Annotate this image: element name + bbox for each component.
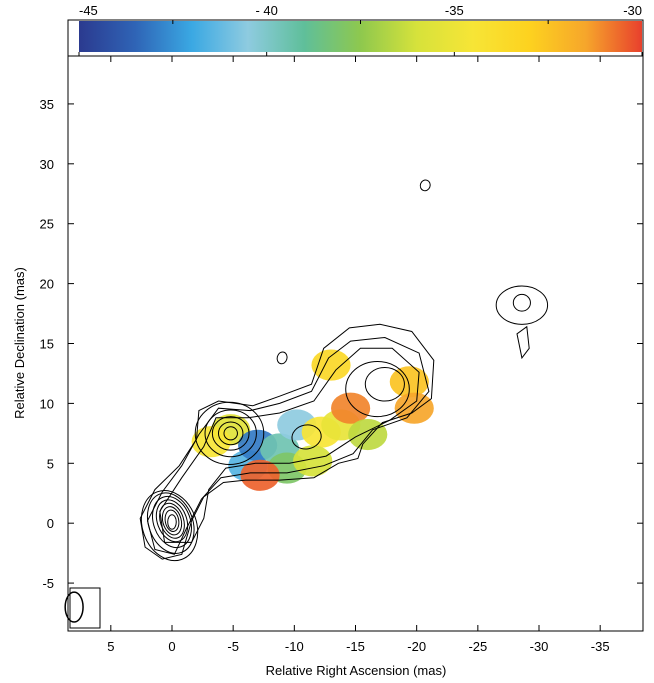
- beam-box: [64, 587, 101, 629]
- isolated-blob-contour: [495, 285, 549, 325]
- core-contour: [164, 509, 180, 532]
- y-tick-label: 5: [47, 456, 54, 471]
- core-contour: [159, 502, 185, 539]
- rm-patch: [394, 392, 434, 424]
- core-contour: [161, 506, 183, 536]
- rm-patch: [240, 459, 280, 491]
- x-axis-label: Relative Right Ascension (mas): [266, 663, 447, 678]
- x-tick-label: -15: [346, 639, 365, 654]
- rm-patch: [293, 445, 333, 477]
- knot-contour: [211, 416, 250, 451]
- core-contour: [167, 514, 177, 530]
- x-tick-label: -20: [407, 639, 426, 654]
- y-tick-label: -5: [42, 576, 54, 591]
- small-blob-a-contour: [419, 179, 431, 192]
- jet-contour-1: [139, 323, 435, 560]
- y-tick-label: 15: [40, 337, 54, 352]
- beam-ellipse: [64, 591, 84, 623]
- plot-area: 5 0 -5 -10 -15 -20 -25 -30 -35 -5 0 5 10 15 20 25 30 35: [40, 55, 644, 654]
- y-tick-label: 0: [47, 516, 54, 531]
- core-contour: [140, 490, 199, 562]
- rm-patch: [348, 418, 388, 451]
- knot-contour: [217, 421, 244, 446]
- colorbar-tick-label: - 40: [255, 3, 277, 18]
- y-tick-label: 25: [40, 217, 54, 232]
- core-contour: [152, 495, 192, 549]
- colorbar: -45 - 40 -35 -30: [67, 3, 644, 57]
- jet-outer-contour: [345, 360, 410, 418]
- knot-contour: [194, 401, 265, 465]
- colorbar-tick-label: -45: [79, 3, 98, 18]
- core-contour: [155, 499, 189, 543]
- jet-middle-contour: [291, 424, 322, 450]
- y-axis-label: Relative Declination (mas): [12, 267, 27, 419]
- colorbar-tick-label: -35: [445, 3, 464, 18]
- y-tick-label: 30: [40, 157, 54, 172]
- x-tick-label: -25: [468, 639, 487, 654]
- y-tick-label: 35: [40, 97, 54, 112]
- jet-outer-contour: [364, 366, 405, 402]
- isolated-blob-contour: [512, 293, 531, 312]
- y-tick-label: 10: [40, 396, 54, 411]
- x-tick-label: -35: [591, 639, 610, 654]
- knot-contour: [223, 426, 238, 441]
- colorbar-strip: [79, 21, 642, 52]
- small-blob-b-contour: [276, 351, 288, 365]
- x-tick-label: -10: [285, 639, 304, 654]
- y-tick-label: 20: [40, 277, 54, 292]
- isolated-blob-tail: [516, 325, 530, 360]
- colorbar-ticks: -45 - 40 -35 -30: [78, 3, 643, 56]
- colorbar-tick-label: -30: [623, 3, 642, 18]
- contour-layer: [139, 179, 549, 562]
- x-tick-label: 0: [168, 639, 175, 654]
- core-contour: [146, 492, 195, 554]
- x-tick-label: -5: [227, 639, 239, 654]
- x-tick-label: 5: [107, 639, 114, 654]
- plot-frame: [67, 55, 644, 632]
- rm-patch: [331, 392, 371, 424]
- jet-contour-2: [146, 336, 430, 555]
- x-tick-label: -30: [530, 639, 549, 654]
- knot-contour: [204, 409, 257, 458]
- axis-ticks: 5 0 -5 -10 -15 -20 -25 -30 -35 -5 0 5 10 15 20 25 30 35: [40, 56, 643, 654]
